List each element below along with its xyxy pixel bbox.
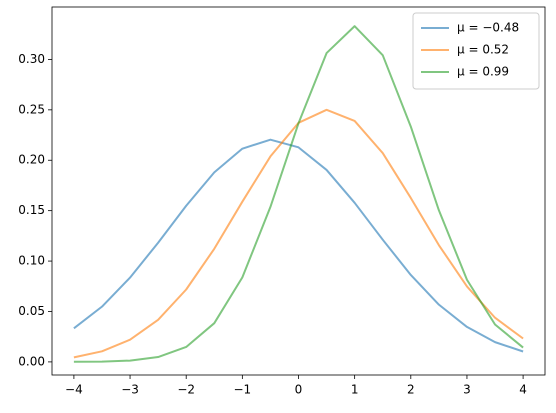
x-tick-label: −1 [233,383,251,397]
x-tick-label: 4 [519,383,527,397]
legend-label: μ = 0.52 [457,43,509,57]
legend-label: μ = −0.48 [457,21,519,35]
x-tick-label: 0 [295,383,303,397]
line [73,138,524,353]
y-tick-label: 0.00 [18,354,45,368]
y-tick-label: 0.15 [18,203,45,217]
x-tick-label: 1 [351,383,359,397]
legend-label: μ = 0.99 [457,65,509,79]
y-tick-label: 0.10 [18,254,45,268]
y-tick-label: 0.20 [18,153,45,167]
x-tick-label: −4 [65,383,83,397]
plot-frame [51,6,546,376]
x-tick-label: −3 [121,383,139,397]
x-tick-label: −2 [177,383,195,397]
x-tick-label: 3 [463,383,471,397]
legend-box [412,12,540,90]
line [73,25,524,363]
x-tick-label: 2 [407,383,415,397]
y-tick-label: 0.30 [18,52,45,66]
y-tick-label: 0.25 [18,102,45,116]
legend: μ = −0.48 μ = 0.52 μ = 0.99 [412,12,540,90]
y-tick-label: 0.05 [18,304,45,318]
